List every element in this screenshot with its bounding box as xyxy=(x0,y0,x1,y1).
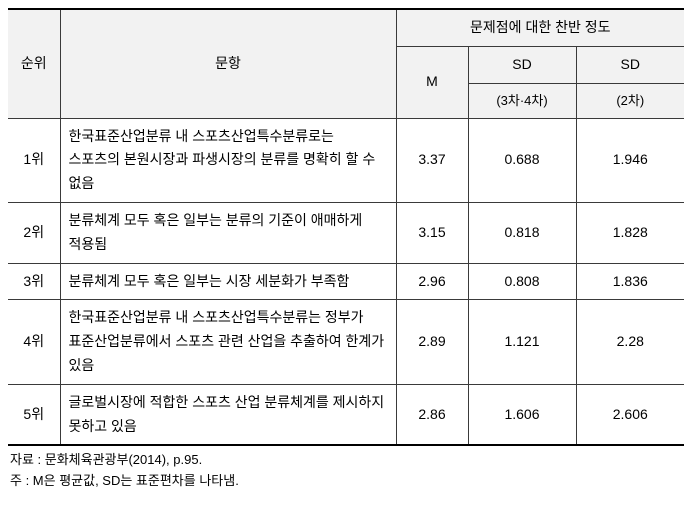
table-container: 순위 문항 문제점에 대한 찬반 정도 M SD SD (3차·4차) (2차)… xyxy=(8,8,684,492)
col-header-item: 문항 xyxy=(60,9,396,118)
col-header-group: 문제점에 대한 찬반 정도 xyxy=(396,9,684,46)
cell-sd2: 1.946 xyxy=(576,118,684,202)
col-header-m: M xyxy=(396,46,468,118)
table-row: 2위 분류체계 모두 혹은 일부는 분류의 기준이 애매하게 적용됨 3.15 … xyxy=(8,203,684,264)
cell-m: 2.96 xyxy=(396,263,468,300)
col-header-sd2: SD xyxy=(576,46,684,83)
cell-m: 2.89 xyxy=(396,300,468,384)
cell-item: 한국표준산업분류 내 스포츠산업특수분류는 정부가 표준산업분류에서 스포츠 관… xyxy=(60,300,396,384)
col-header-sd1: SD xyxy=(468,46,576,83)
cell-sd2: 2.28 xyxy=(576,300,684,384)
cell-sd2: 1.828 xyxy=(576,203,684,264)
data-table: 순위 문항 문제점에 대한 찬반 정도 M SD SD (3차·4차) (2차)… xyxy=(8,8,684,446)
col-header-sd2-sub: (2차) xyxy=(576,83,684,118)
cell-item: 분류체계 모두 혹은 일부는 시장 세분화가 부족함 xyxy=(60,263,396,300)
cell-sd1: 1.606 xyxy=(468,384,576,445)
table-body: 1위 한국표준산업분류 내 스포츠산업특수분류로는 스포츠의 본원시장과 파생시… xyxy=(8,118,684,445)
cell-sd1: 1.121 xyxy=(468,300,576,384)
table-row: 4위 한국표준산업분류 내 스포츠산업특수분류는 정부가 표준산업분류에서 스포… xyxy=(8,300,684,384)
cell-rank: 3위 xyxy=(8,263,60,300)
footnote-source: 자료 : 문화체육관광부(2014), p.95. xyxy=(10,450,682,471)
cell-m: 3.15 xyxy=(396,203,468,264)
col-header-sd1-sub: (3차·4차) xyxy=(468,83,576,118)
cell-sd2: 1.836 xyxy=(576,263,684,300)
cell-sd1: 0.688 xyxy=(468,118,576,202)
cell-sd2: 2.606 xyxy=(576,384,684,445)
col-header-rank: 순위 xyxy=(8,9,60,118)
cell-rank: 2위 xyxy=(8,203,60,264)
cell-item: 글로벌시장에 적합한 스포츠 산업 분류체계를 제시하지 못하고 있음 xyxy=(60,384,396,445)
cell-sd1: 0.808 xyxy=(468,263,576,300)
table-row: 1위 한국표준산업분류 내 스포츠산업특수분류로는 스포츠의 본원시장과 파생시… xyxy=(8,118,684,202)
footnotes: 자료 : 문화체육관광부(2014), p.95. 주 : M은 평균값, SD… xyxy=(8,446,684,492)
cell-m: 3.37 xyxy=(396,118,468,202)
table-row: 5위 글로벌시장에 적합한 스포츠 산업 분류체계를 제시하지 못하고 있음 2… xyxy=(8,384,684,445)
cell-rank: 5위 xyxy=(8,384,60,445)
cell-rank: 4위 xyxy=(8,300,60,384)
cell-item: 한국표준산업분류 내 스포츠산업특수분류로는 스포츠의 본원시장과 파생시장의 … xyxy=(60,118,396,202)
cell-rank: 1위 xyxy=(8,118,60,202)
footnote-note: 주 : M은 평균값, SD는 표준편차를 나타냄. xyxy=(10,471,682,492)
cell-item: 분류체계 모두 혹은 일부는 분류의 기준이 애매하게 적용됨 xyxy=(60,203,396,264)
cell-m: 2.86 xyxy=(396,384,468,445)
table-row: 3위 분류체계 모두 혹은 일부는 시장 세분화가 부족함 2.96 0.808… xyxy=(8,263,684,300)
cell-sd1: 0.818 xyxy=(468,203,576,264)
